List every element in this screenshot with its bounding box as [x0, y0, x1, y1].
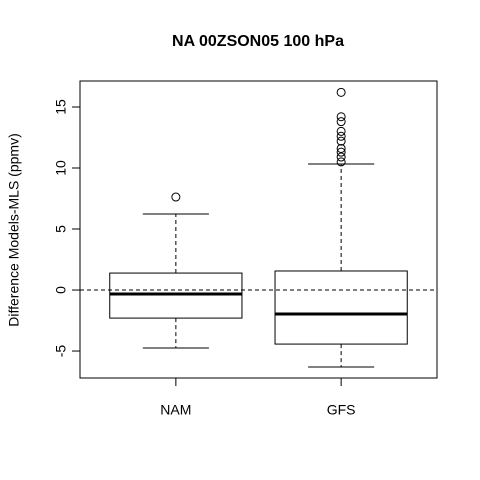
- outlier: [336, 131, 346, 141]
- outlier: [336, 117, 346, 127]
- outlier: [336, 147, 346, 157]
- y-tick-label: 10: [53, 160, 69, 176]
- outlier: [336, 126, 346, 136]
- box: [109, 272, 243, 319]
- outlier: [336, 143, 346, 153]
- x-tick-label: NAM: [160, 402, 191, 418]
- y-tick-label: -5: [53, 345, 69, 358]
- box: [274, 270, 408, 345]
- x-tick-label: GFS: [327, 402, 356, 418]
- y-axis-label: Difference Models-MLS (ppmv): [6, 133, 22, 326]
- chart-title: NA 00ZSON05 100 hPa: [172, 33, 344, 50]
- outlier: [171, 192, 181, 202]
- outlier: [336, 136, 346, 146]
- y-tick-label: 5: [53, 225, 69, 233]
- y-tick-label: 0: [53, 286, 69, 294]
- outlier: [336, 157, 346, 167]
- y-tick-label: 15: [53, 99, 69, 115]
- outlier: [336, 87, 346, 97]
- outlier: [336, 152, 346, 162]
- outlier: [336, 112, 346, 122]
